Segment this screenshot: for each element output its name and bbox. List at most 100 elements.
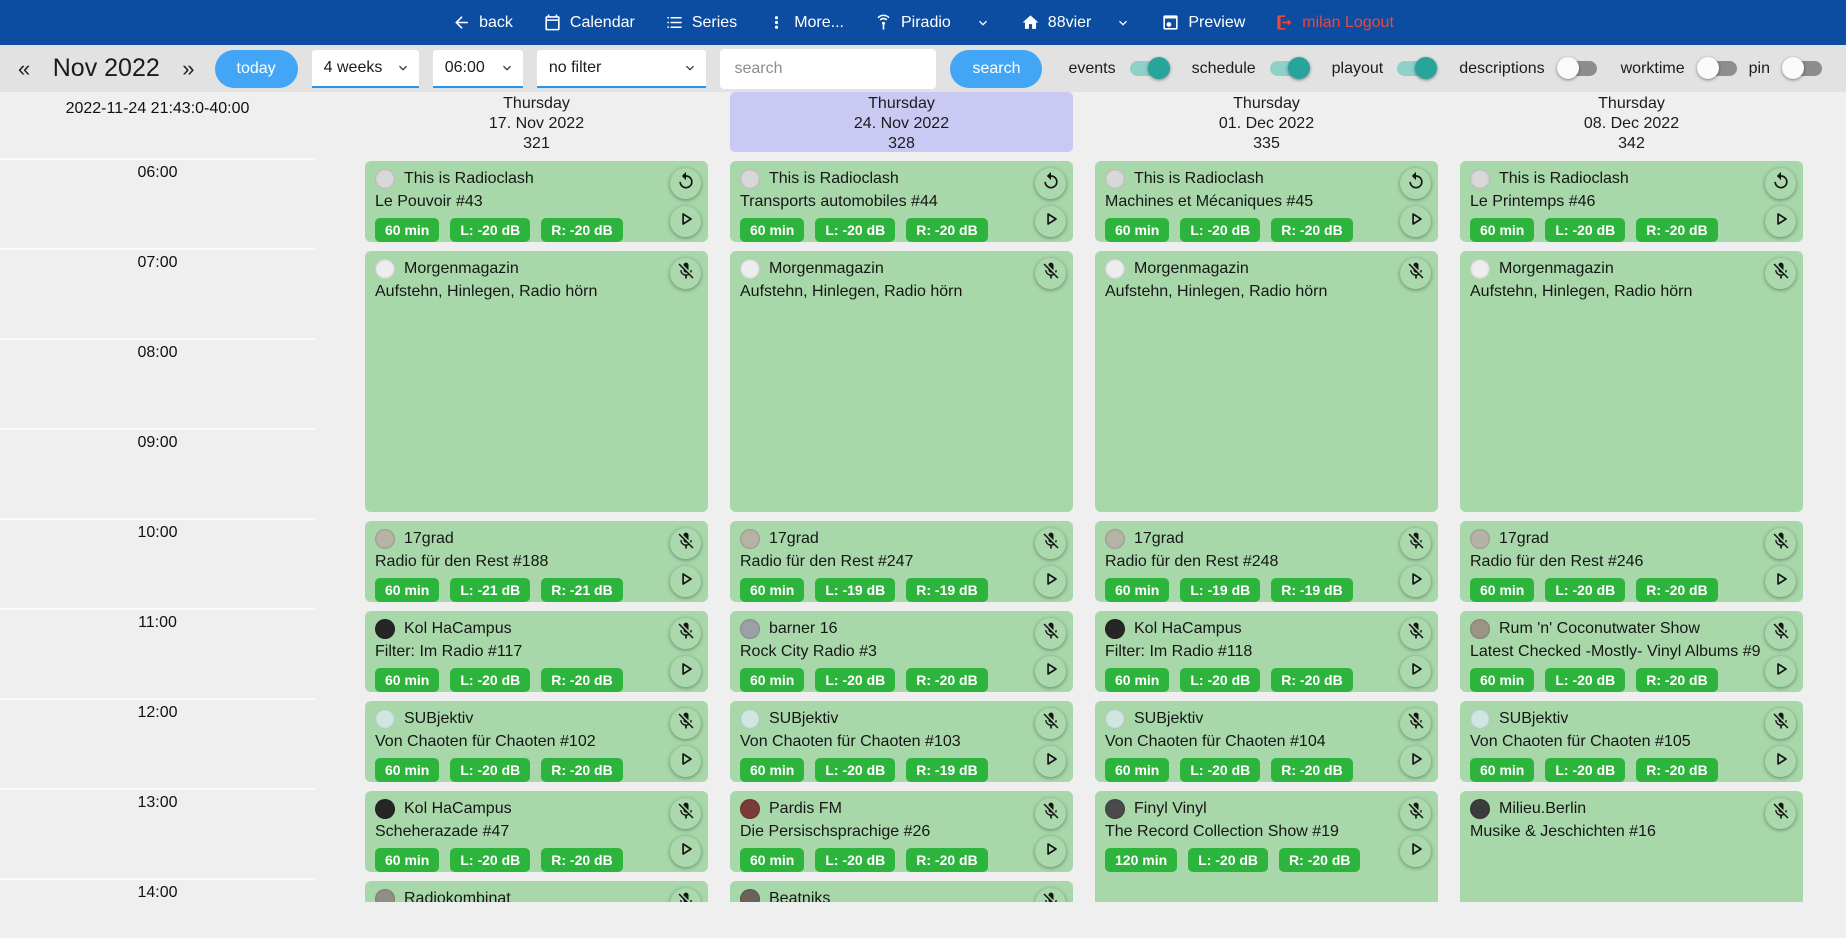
- today-button[interactable]: today: [214, 49, 298, 88]
- event-card[interactable]: 17grad Radio für den Rest #246 60 min L: -2…: [1460, 521, 1803, 602]
- play-button[interactable]: [1765, 206, 1796, 237]
- event-card[interactable]: Beatniks: [730, 881, 1073, 902]
- mic-off-button[interactable]: [1035, 708, 1066, 739]
- start-time-select[interactable]: 06:00: [432, 49, 523, 88]
- mic-off-button[interactable]: [670, 708, 701, 739]
- play-button[interactable]: [1765, 566, 1796, 597]
- play-button[interactable]: [1035, 656, 1066, 687]
- search-input[interactable]: [720, 48, 937, 89]
- mic-off-button[interactable]: [670, 888, 701, 902]
- nav-item-88vier[interactable]: 88vier: [1021, 13, 1132, 32]
- event-card[interactable]: 17grad Radio für den Rest #247 60 min L: -1…: [730, 521, 1073, 602]
- mic-off-button[interactable]: [1035, 258, 1066, 289]
- nav-item-milan-logout[interactable]: milan Logout: [1275, 13, 1394, 32]
- nav-item-piradio[interactable]: Piradio: [874, 13, 991, 32]
- event-card[interactable]: Radiokombinat: [365, 881, 708, 902]
- nav-item-more[interactable]: More...: [767, 13, 844, 32]
- day-column-header[interactable]: Thursday 08. Dec 2022 342: [1460, 92, 1803, 152]
- mic-off-button[interactable]: [1035, 528, 1066, 559]
- mic-off-button[interactable]: [1400, 528, 1431, 559]
- event-card[interactable]: Kol HaCampus Filter: Im Radio #117 60 min L…: [365, 611, 708, 692]
- toggle-switch-descriptions[interactable]: [1556, 57, 1597, 79]
- play-button[interactable]: [1400, 656, 1431, 687]
- replay-button[interactable]: [1765, 168, 1796, 199]
- mic-off-button[interactable]: [1400, 618, 1431, 649]
- chevron-down-icon[interactable]: [1115, 15, 1131, 31]
- mic-off-button[interactable]: [670, 528, 701, 559]
- toggle-switch-events[interactable]: [1129, 57, 1170, 79]
- mic-off-button[interactable]: [670, 618, 701, 649]
- prev-month-button[interactable]: «: [18, 55, 31, 81]
- mic-off-button[interactable]: [1765, 618, 1796, 649]
- range-select[interactable]: 4 weeks: [311, 49, 419, 88]
- day-column-header[interactable]: Thursday 17. Nov 2022 321: [365, 92, 708, 152]
- filter-select[interactable]: no filter: [536, 49, 707, 88]
- mic-off-button[interactable]: [1035, 798, 1066, 829]
- event-card[interactable]: Morgenmagazin Aufstehn, Hinlegen, Radio h…: [365, 251, 708, 512]
- event-card[interactable]: This is Radioclash Machines et Mécaniques…: [1095, 161, 1438, 242]
- replay-button[interactable]: [1400, 168, 1431, 199]
- play-button[interactable]: [1765, 746, 1796, 777]
- event-card[interactable]: Morgenmagazin Aufstehn, Hinlegen, Radio h…: [1460, 251, 1803, 512]
- mic-off-button[interactable]: [1400, 708, 1431, 739]
- play-button[interactable]: [670, 206, 701, 237]
- mic-off-button[interactable]: [1035, 888, 1066, 902]
- event-card[interactable]: This is Radioclash Transports automobiles…: [730, 161, 1073, 242]
- day-column-header[interactable]: Thursday 24. Nov 2022 328: [730, 92, 1073, 152]
- play-button[interactable]: [670, 566, 701, 597]
- nav-item-back[interactable]: back: [452, 13, 513, 32]
- toggle-switch-schedule[interactable]: [1269, 57, 1310, 79]
- event-card[interactable]: Morgenmagazin Aufstehn, Hinlegen, Radio h…: [1095, 251, 1438, 512]
- mic-off-button[interactable]: [670, 798, 701, 829]
- play-button[interactable]: [1035, 566, 1066, 597]
- search-button[interactable]: search: [950, 49, 1043, 88]
- play-button[interactable]: [670, 836, 701, 867]
- event-card[interactable]: Morgenmagazin Aufstehn, Hinlegen, Radio h…: [730, 251, 1073, 512]
- event-card[interactable]: SUBjektiv Von Chaoten für Chaoten #104 60 …: [1095, 701, 1438, 782]
- event-card[interactable]: barner 16 Rock City Radio #3 60 min L: -20 …: [730, 611, 1073, 692]
- play-button[interactable]: [1035, 746, 1066, 777]
- event-card[interactable]: Milieu.Berlin Musike & Jeschichten #16: [1460, 791, 1803, 902]
- event-card[interactable]: 17grad Radio für den Rest #248 60 min L: -1…: [1095, 521, 1438, 602]
- mic-off-button[interactable]: [1765, 708, 1796, 739]
- event-card[interactable]: This is Radioclash Le Pouvoir #43 60 min L:…: [365, 161, 708, 242]
- play-button[interactable]: [1400, 206, 1431, 237]
- play-button[interactable]: [1035, 836, 1066, 867]
- mic-off-button[interactable]: [670, 258, 701, 289]
- toggle-switch-playout[interactable]: [1397, 57, 1438, 79]
- event-card[interactable]: Kol HaCampus Filter: Im Radio #118 60 min L…: [1095, 611, 1438, 692]
- chevron-down-icon[interactable]: [975, 15, 991, 31]
- mic-off-button[interactable]: [1400, 258, 1431, 289]
- day-column-header[interactable]: Thursday 01. Dec 2022 335: [1095, 92, 1438, 152]
- event-title-row: 17grad: [375, 526, 698, 552]
- event-card[interactable]: This is Radioclash Le Printemps #46 60 min…: [1460, 161, 1803, 242]
- play-button[interactable]: [670, 746, 701, 777]
- play-button[interactable]: [1400, 746, 1431, 777]
- event-card[interactable]: Pardis FM Die Persischsprachige #26 60 min…: [730, 791, 1073, 872]
- toggle-switch-pin[interactable]: [1782, 57, 1822, 79]
- play-button[interactable]: [1765, 656, 1796, 687]
- play-button[interactable]: [1400, 836, 1431, 867]
- play-button[interactable]: [670, 656, 701, 687]
- mic-off-button[interactable]: [1765, 798, 1796, 829]
- event-card[interactable]: Rum 'n' Coconutwater Show Latest Checked …: [1460, 611, 1803, 692]
- mic-off-button[interactable]: [1765, 528, 1796, 559]
- nav-item-preview[interactable]: Preview: [1161, 13, 1245, 32]
- replay-button[interactable]: [670, 168, 701, 199]
- mic-off-button[interactable]: [1035, 618, 1066, 649]
- nav-item-calendar[interactable]: Calendar: [543, 13, 635, 32]
- nav-item-series[interactable]: Series: [665, 13, 737, 32]
- event-card[interactable]: Finyl Vinyl The Record Collection Show #1…: [1095, 791, 1438, 902]
- event-card[interactable]: SUBjektiv Von Chaoten für Chaoten #103 60 …: [730, 701, 1073, 782]
- play-button[interactable]: [1400, 566, 1431, 597]
- event-card[interactable]: SUBjektiv Von Chaoten für Chaoten #105 60 …: [1460, 701, 1803, 782]
- next-month-button[interactable]: »: [182, 55, 195, 81]
- replay-button[interactable]: [1035, 168, 1066, 199]
- play-button[interactable]: [1035, 206, 1066, 237]
- toggle-switch-worktime[interactable]: [1696, 57, 1737, 79]
- event-card[interactable]: SUBjektiv Von Chaoten für Chaoten #102 60 …: [365, 701, 708, 782]
- event-card[interactable]: 17grad Radio für den Rest #188 60 min L: -2…: [365, 521, 708, 602]
- mic-off-button[interactable]: [1400, 798, 1431, 829]
- mic-off-button[interactable]: [1765, 258, 1796, 289]
- event-card[interactable]: Kol HaCampus Scheherazade #47 60 min L: -20…: [365, 791, 708, 872]
